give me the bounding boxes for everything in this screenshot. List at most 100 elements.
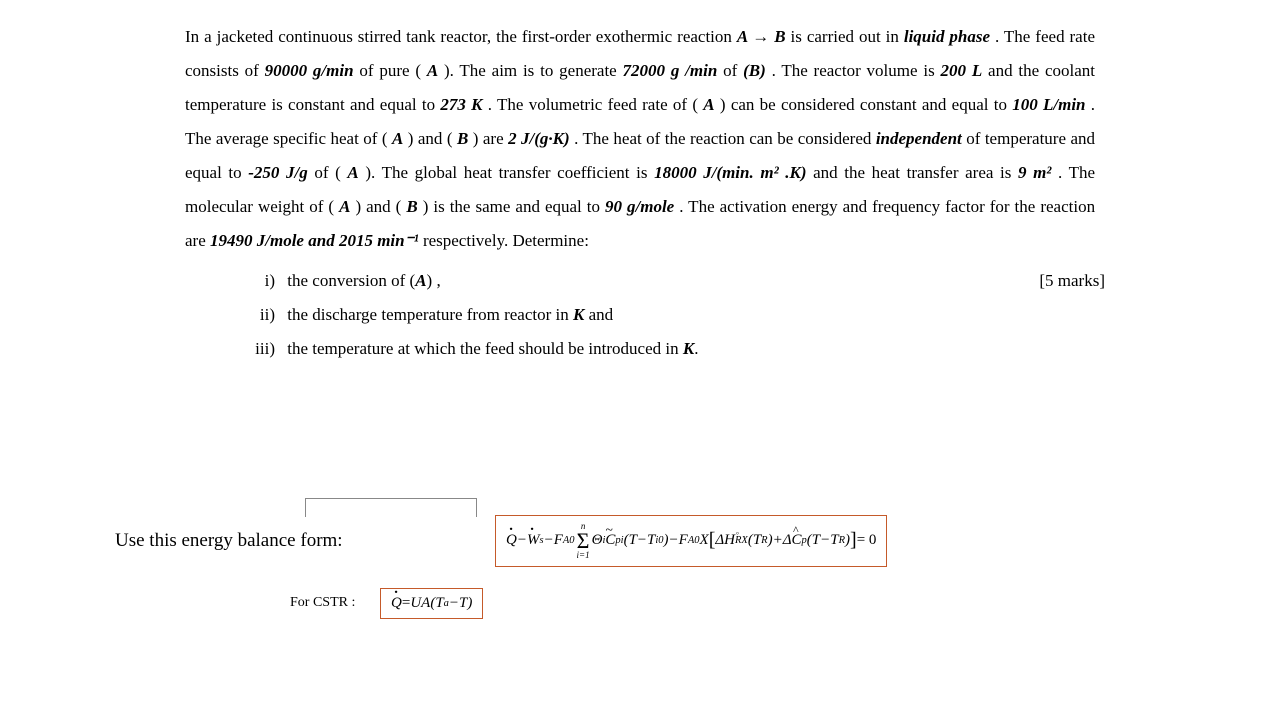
species-a: A bbox=[427, 61, 438, 80]
volumetric-flow: 100 L/min bbox=[1012, 95, 1085, 114]
sigma: Σ bbox=[577, 531, 590, 551]
t: T bbox=[830, 532, 838, 549]
q-text: . bbox=[694, 339, 698, 358]
sub: pi bbox=[615, 535, 623, 546]
text: ) are bbox=[473, 129, 508, 148]
theta: Θ bbox=[592, 532, 603, 549]
delta: Δ bbox=[783, 532, 792, 549]
marks-label: [5 marks] bbox=[1039, 264, 1105, 298]
q-text: the temperature at which the feed should… bbox=[287, 339, 683, 358]
specific-heat: 2 J/(g·K) bbox=[508, 129, 570, 148]
coolant-temp: 273 K bbox=[440, 95, 482, 114]
q-text: the conversion of ( bbox=[287, 271, 415, 290]
unit-k: K bbox=[573, 305, 584, 324]
species-b: B bbox=[457, 129, 468, 148]
heat-transfer-area: 9 m² bbox=[1018, 163, 1051, 182]
heat-transfer-coeff: 18000 J/(min. m² .K) bbox=[654, 163, 806, 182]
roman-ii: ii) bbox=[245, 298, 275, 332]
text: respectively. Determine: bbox=[423, 231, 589, 250]
sub: i0 bbox=[655, 535, 663, 546]
text: of ( bbox=[314, 163, 340, 182]
sum-bot: i=1 bbox=[577, 551, 590, 560]
w-dot: W bbox=[527, 532, 540, 549]
text: ). The global heat transfer coefficient … bbox=[365, 163, 654, 182]
ua: UA bbox=[410, 595, 430, 612]
text: ) can be considered constant and equal t… bbox=[720, 95, 1012, 114]
question-list: i) the conversion of (A) , [5 marks] ii)… bbox=[185, 264, 1095, 366]
op: − bbox=[544, 532, 554, 549]
energy-balance-label: Use this energy balance form: bbox=[115, 530, 343, 552]
sub: A0 bbox=[563, 535, 575, 546]
op: + bbox=[773, 532, 783, 549]
species-b: (B) bbox=[743, 61, 766, 80]
op: − bbox=[669, 532, 679, 549]
t: T bbox=[753, 532, 761, 549]
text: . The reactor volume is bbox=[772, 61, 941, 80]
question-i: i) the conversion of (A) , [5 marks] bbox=[245, 264, 1095, 298]
heat-of-reaction: -250 J/g bbox=[248, 163, 308, 182]
cstr-label: For CSTR : bbox=[290, 595, 355, 611]
op: − bbox=[637, 532, 647, 549]
roman-i: i) bbox=[245, 264, 275, 298]
op: = bbox=[402, 595, 410, 612]
frequency-factor: 2015 min⁻¹ bbox=[339, 231, 419, 250]
text: is carried out in bbox=[791, 27, 904, 46]
c-tilde: C bbox=[605, 532, 615, 549]
activation-energy: 19490 J/mole bbox=[210, 231, 304, 250]
sub-rx: RX bbox=[735, 535, 748, 546]
text: of pure ( bbox=[359, 61, 421, 80]
q-dot: Q bbox=[506, 532, 517, 549]
q-dot: Q bbox=[391, 595, 402, 612]
species-a: A bbox=[703, 95, 714, 114]
delta-h: ΔH bbox=[715, 532, 735, 549]
text: . The heat of the reaction can be consid… bbox=[574, 129, 876, 148]
text: of bbox=[723, 61, 743, 80]
unit-k: K bbox=[683, 339, 694, 358]
t: T bbox=[812, 532, 820, 549]
question-ii: ii) the discharge temperature from react… bbox=[245, 298, 1095, 332]
q-text: the discharge temperature from reactor i… bbox=[287, 305, 573, 324]
op: − bbox=[820, 532, 830, 549]
species-a: A bbox=[415, 271, 426, 290]
text: and the heat transfer area is bbox=[813, 163, 1018, 182]
species-a: A bbox=[392, 129, 403, 148]
c-hat: C bbox=[792, 532, 802, 549]
f: F bbox=[679, 532, 688, 549]
paren: ) bbox=[467, 595, 472, 612]
problem-statement: In a jacketed continuous stirred tank re… bbox=[185, 20, 1095, 366]
text: ) and ( bbox=[408, 129, 453, 148]
text: ). The aim is to generate bbox=[444, 61, 623, 80]
roman-iii: iii) bbox=[245, 332, 275, 366]
text: In a jacketed continuous stirred tank re… bbox=[185, 27, 737, 46]
reactor-volume: 200 L bbox=[941, 61, 983, 80]
op: − bbox=[517, 532, 527, 549]
eq-zero: = 0 bbox=[857, 532, 877, 549]
species-b: B bbox=[406, 197, 417, 216]
q-text: and bbox=[584, 305, 613, 324]
cstr-heat-equation: Q = UA ( Ta − T ) bbox=[380, 588, 483, 619]
text: ) and ( bbox=[355, 197, 401, 216]
t: T bbox=[629, 532, 637, 549]
text: . The volumetric feed rate of ( bbox=[488, 95, 698, 114]
x: X bbox=[700, 532, 709, 549]
t: T bbox=[647, 532, 655, 549]
product-rate: 72000 g /min bbox=[623, 61, 718, 80]
summation-icon: n Σ i=1 bbox=[577, 522, 590, 560]
energy-balance-equation: Q − Ws − FA0 n Σ i=1 Θi Cpi ( T − Ti0 ) … bbox=[495, 515, 887, 567]
and: and bbox=[308, 231, 339, 250]
bracket: ] bbox=[850, 529, 857, 552]
reaction: A → B bbox=[737, 27, 786, 46]
species-a: A bbox=[347, 163, 358, 182]
t: T bbox=[435, 595, 443, 612]
op: − bbox=[449, 595, 459, 612]
molecular-weight: 90 g/mole bbox=[605, 197, 674, 216]
independent: independent bbox=[876, 129, 962, 148]
liquid-phase: liquid phase bbox=[904, 27, 990, 46]
q-text: ) , bbox=[427, 271, 441, 290]
feed-rate: 90000 g/min bbox=[265, 61, 354, 80]
sub: A0 bbox=[688, 535, 700, 546]
species-a: A bbox=[339, 197, 350, 216]
crop-artifact bbox=[305, 498, 477, 517]
text: ) is the same and equal to bbox=[423, 197, 605, 216]
question-iii: iii) the temperature at which the feed s… bbox=[245, 332, 1095, 366]
